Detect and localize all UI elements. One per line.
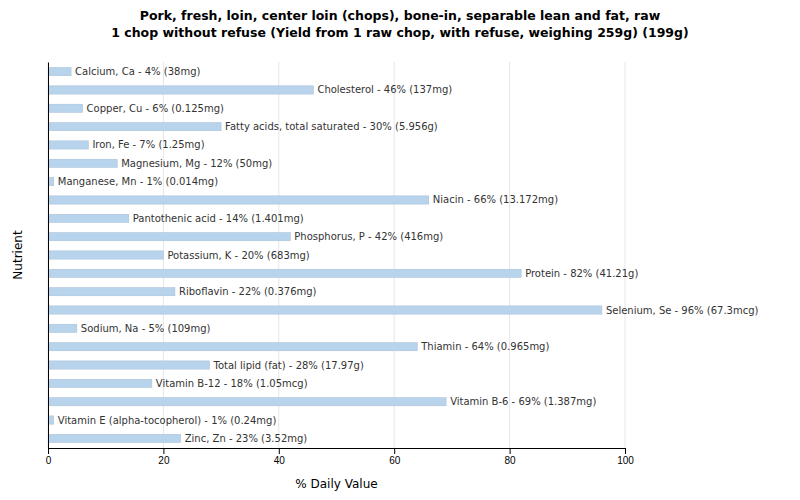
bar bbox=[48, 379, 152, 387]
bar-label: Zinc, Zn - 23% (3.52mg) bbox=[185, 433, 308, 444]
bar-label: Pantothenic acid - 14% (1.401mg) bbox=[133, 213, 304, 224]
grid-line bbox=[394, 62, 395, 448]
bar-label: Copper, Cu - 6% (0.125mg) bbox=[87, 103, 224, 114]
bar bbox=[48, 306, 602, 314]
bar-label: Phosphorus, P - 42% (416mg) bbox=[294, 231, 443, 242]
bar bbox=[48, 123, 221, 131]
bar bbox=[48, 324, 77, 332]
bar bbox=[48, 233, 290, 241]
bars bbox=[48, 68, 602, 443]
bar-label: Riboflavin - 22% (0.376mg) bbox=[179, 286, 317, 297]
bar-label: Magnesium, Mg - 12% (50mg) bbox=[121, 158, 272, 169]
bar-label: Total lipid (fat) - 28% (17.97g) bbox=[213, 360, 364, 371]
x-tick-mark bbox=[163, 448, 164, 454]
grid-line bbox=[509, 62, 510, 448]
bar-label: Calcium, Ca - 4% (38mg) bbox=[75, 66, 200, 77]
chart-title: Pork, fresh, loin, center loin (chops), … bbox=[111, 8, 688, 40]
y-axis-title: Nutrient bbox=[11, 230, 25, 280]
bar-label: Vitamin B-12 - 18% (1.05mcg) bbox=[156, 378, 308, 389]
x-tick-label: 20 bbox=[158, 455, 170, 466]
x-tick-mark bbox=[279, 448, 280, 454]
x-tick-mark bbox=[510, 448, 511, 454]
bar bbox=[48, 434, 181, 442]
x-tick-label: 100 bbox=[617, 455, 634, 466]
x-tick: 20 bbox=[158, 448, 170, 466]
bar-label: Potassium, K - 20% (683mg) bbox=[167, 250, 309, 261]
bar-label: Manganese, Mn - 1% (0.014mg) bbox=[58, 176, 218, 187]
bar bbox=[48, 361, 210, 369]
bar-label: Niacin - 66% (13.172mg) bbox=[433, 194, 558, 205]
bar-label: Fatty acids, total saturated - 30% (5.95… bbox=[225, 121, 438, 132]
bar-label: Cholesterol - 46% (137mg) bbox=[317, 84, 452, 95]
bar bbox=[48, 251, 163, 259]
bar-labels: Calcium, Ca - 4% (38mg) Cholesterol - 46%… bbox=[58, 66, 759, 444]
grid bbox=[48, 62, 625, 448]
grid-line bbox=[48, 62, 49, 448]
y-axis bbox=[48, 63, 49, 449]
bar-label: Sodium, Na - 5% (109mg) bbox=[81, 323, 211, 334]
x-tick: 100 bbox=[617, 448, 634, 466]
bar bbox=[48, 159, 117, 167]
bar bbox=[48, 343, 417, 351]
x-tick: 40 bbox=[274, 448, 286, 466]
grid-line bbox=[625, 62, 626, 448]
bar bbox=[48, 68, 71, 76]
bar bbox=[48, 104, 83, 112]
bar-label: Iron, Fe - 7% (1.25mg) bbox=[92, 139, 204, 150]
chart-title-line: 1 chop without refuse (Yield from 1 raw … bbox=[111, 25, 688, 40]
bar-label: Protein - 82% (41.21g) bbox=[525, 268, 638, 279]
x-tick: 80 bbox=[505, 448, 517, 466]
bar-label: Thiamin - 64% (0.965mg) bbox=[420, 341, 549, 352]
chart-title-line: Pork, fresh, loin, center loin (chops), … bbox=[140, 8, 661, 23]
chart-container: 0 20 40 60 80 100 Calcium, Ca - 4% (38mg) Chole… bbox=[0, 0, 800, 500]
x-tick: 60 bbox=[389, 448, 401, 466]
bar bbox=[48, 398, 446, 406]
bar bbox=[48, 86, 313, 94]
x-axis-title: % Daily Value bbox=[295, 477, 377, 491]
x-tick-mark bbox=[625, 448, 626, 454]
x-tick-label: 0 bbox=[46, 455, 52, 466]
bar bbox=[48, 196, 429, 204]
x-tick-label: 80 bbox=[505, 455, 517, 466]
plot-area: 0 20 40 60 80 100 Calcium, Ca - 4% (38mg) Chole… bbox=[46, 62, 759, 466]
bar-label: Vitamin B-6 - 69% (1.387mg) bbox=[450, 396, 596, 407]
x-tick-label: 40 bbox=[274, 455, 286, 466]
x-tick-mark bbox=[394, 448, 395, 454]
x-tick: 0 bbox=[46, 448, 52, 466]
x-axis-line bbox=[49, 448, 626, 449]
chart-svg: 0 20 40 60 80 100 Calcium, Ca - 4% (38mg) Chole… bbox=[0, 0, 800, 500]
bar-label: Selenium, Se - 96% (67.3mcg) bbox=[606, 305, 759, 316]
bar bbox=[48, 214, 129, 222]
bar bbox=[48, 141, 88, 149]
bar bbox=[48, 288, 175, 296]
y-axis-line bbox=[48, 63, 49, 449]
bar bbox=[48, 269, 521, 277]
x-tick-mark bbox=[48, 448, 49, 454]
x-axis: 0 20 40 60 80 100 bbox=[46, 448, 635, 466]
bar-label: Vitamin E (alpha-tocopherol) - 1% (0.24m… bbox=[58, 415, 277, 426]
x-tick-label: 60 bbox=[389, 455, 401, 466]
